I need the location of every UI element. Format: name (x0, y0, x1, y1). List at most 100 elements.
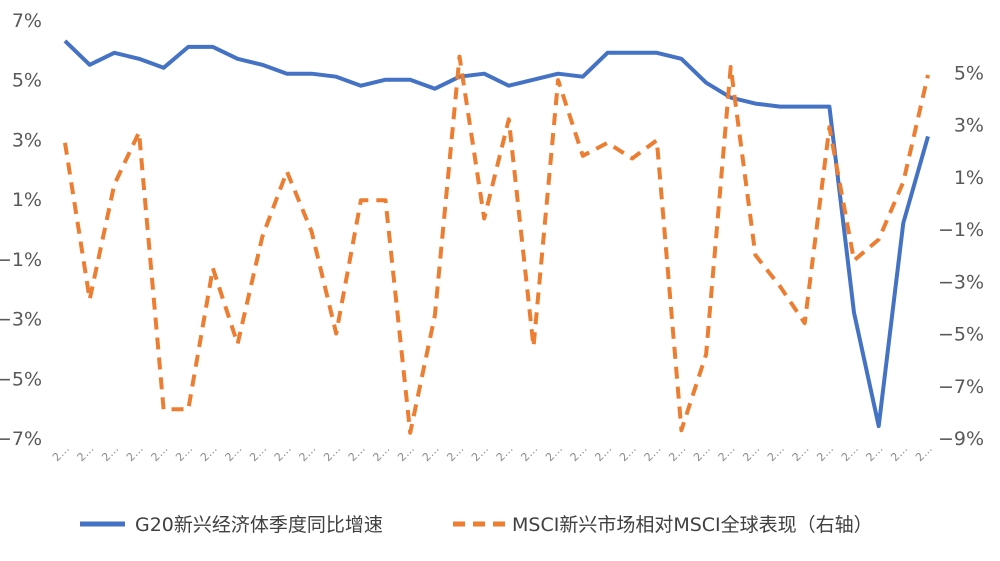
x-tick-label: 2… (765, 442, 787, 464)
data-point-g20 (853, 311, 856, 314)
x-tick-label: 2… (420, 442, 442, 464)
data-point-g20 (779, 105, 782, 108)
data-point-msci (162, 408, 165, 411)
series-layer (63, 39, 930, 435)
data-point-g20 (655, 51, 658, 54)
data-point-msci (64, 141, 67, 144)
x-tick-label: 2… (666, 442, 688, 464)
x-tick-label: 2… (444, 442, 466, 464)
x-tick-label: 2… (297, 442, 319, 464)
x-tick-label: 2… (370, 442, 392, 464)
left-tick-label: −5% (0, 368, 42, 390)
data-point-msci (211, 267, 214, 270)
legend-label-msci: MSCI新兴市场相对MSCI全球表现（右轴） (512, 514, 873, 536)
x-tick-label: 2… (272, 442, 294, 464)
x-tick-label: 2… (99, 442, 121, 464)
data-point-msci (138, 131, 141, 134)
data-point-g20 (680, 57, 683, 60)
x-tick-label: 2… (469, 442, 491, 464)
data-point-g20 (384, 78, 387, 81)
data-point-msci (853, 259, 856, 262)
data-point-msci (729, 66, 732, 69)
data-point-g20 (803, 105, 806, 108)
data-point-msci (236, 342, 239, 345)
data-point-msci (779, 285, 782, 288)
x-tick-label: 2… (173, 442, 195, 464)
right-tick-label: 3% (954, 115, 984, 137)
data-point-msci (433, 314, 436, 317)
x-tick-label: 2… (913, 442, 935, 464)
x-tick-label: 2… (740, 442, 762, 464)
data-point-g20 (285, 72, 288, 75)
data-point-msci (532, 345, 535, 348)
data-point-g20 (532, 78, 535, 81)
data-point-g20 (581, 75, 584, 78)
x-tick-label: 2… (247, 442, 269, 464)
left-tick-label: 7% (12, 10, 42, 32)
x-tick-label: 2… (543, 442, 565, 464)
data-point-msci (828, 126, 831, 129)
x-tick-label: 2… (124, 442, 146, 464)
x-tick-label: 2… (346, 442, 368, 464)
data-point-g20 (88, 63, 91, 66)
x-axis-ticks: 2… 2… 2… 2… 2… 2… 2… 2… 2… 2… 2… 2… 2… 2… 2… 2… 2… 2… 2… 2…… (50, 442, 935, 464)
x-tick-label: 2… (716, 442, 738, 464)
right-tick-label: −1% (938, 219, 984, 241)
x-tick-label: 2… (617, 442, 639, 464)
data-point-msci (754, 254, 757, 257)
data-point-g20 (261, 63, 264, 66)
right-tick-label: −5% (938, 324, 984, 346)
left-tick-label: −1% (0, 249, 42, 271)
x-tick-label: 2… (568, 442, 590, 464)
data-point-g20 (64, 39, 67, 42)
data-point-g20 (236, 57, 239, 60)
x-tick-label: 2… (149, 442, 171, 464)
left-tick-label: 1% (12, 189, 42, 211)
data-point-g20 (335, 75, 338, 78)
data-point-g20 (187, 45, 190, 48)
data-point-msci (877, 238, 880, 241)
data-point-g20 (310, 72, 313, 75)
data-point-msci (631, 157, 634, 160)
data-point-msci (310, 230, 313, 233)
x-tick-label: 2… (592, 442, 614, 464)
left-tick-label: −7% (0, 428, 42, 450)
data-point-g20 (927, 135, 930, 138)
data-point-msci (261, 235, 264, 238)
x-tick-label: 2… (790, 442, 812, 464)
x-tick-label: 2… (864, 442, 886, 464)
data-point-msci (680, 429, 683, 432)
data-point-msci (335, 332, 338, 335)
data-point-msci (113, 183, 116, 186)
data-point-g20 (507, 84, 510, 87)
data-point-msci (927, 73, 930, 76)
data-point-g20 (409, 78, 412, 81)
data-point-g20 (828, 105, 831, 108)
data-point-msci (384, 199, 387, 202)
legend: G20新兴经济体季度同比增速 MSCI新兴市场相对MSCI全球表现（右轴） (80, 514, 873, 536)
data-point-msci (285, 170, 288, 173)
right-tick-label: 1% (954, 167, 984, 189)
x-tick-label: 2… (198, 442, 220, 464)
data-point-g20 (162, 66, 165, 69)
data-point-msci (359, 199, 362, 202)
x-tick-label: 2… (494, 442, 516, 464)
data-point-g20 (877, 425, 880, 428)
x-tick-label: 2… (50, 442, 72, 464)
data-point-msci (803, 322, 806, 325)
x-tick-label: 2… (888, 442, 910, 464)
left-tick-label: 5% (12, 70, 42, 92)
data-point-msci (483, 217, 486, 220)
data-point-g20 (631, 51, 634, 54)
data-point-g20 (902, 222, 905, 225)
left-tick-label: 3% (12, 129, 42, 151)
right-axis-ticks: 5% 3% 1% −1% −3% −5% −7% −9% (938, 62, 984, 450)
data-point-msci (606, 141, 609, 144)
left-tick-label: −3% (0, 309, 42, 331)
data-point-g20 (606, 51, 609, 54)
right-tick-label: −3% (938, 271, 984, 293)
data-point-g20 (113, 51, 116, 54)
x-tick-label: 2… (642, 442, 664, 464)
data-point-g20 (557, 72, 560, 75)
